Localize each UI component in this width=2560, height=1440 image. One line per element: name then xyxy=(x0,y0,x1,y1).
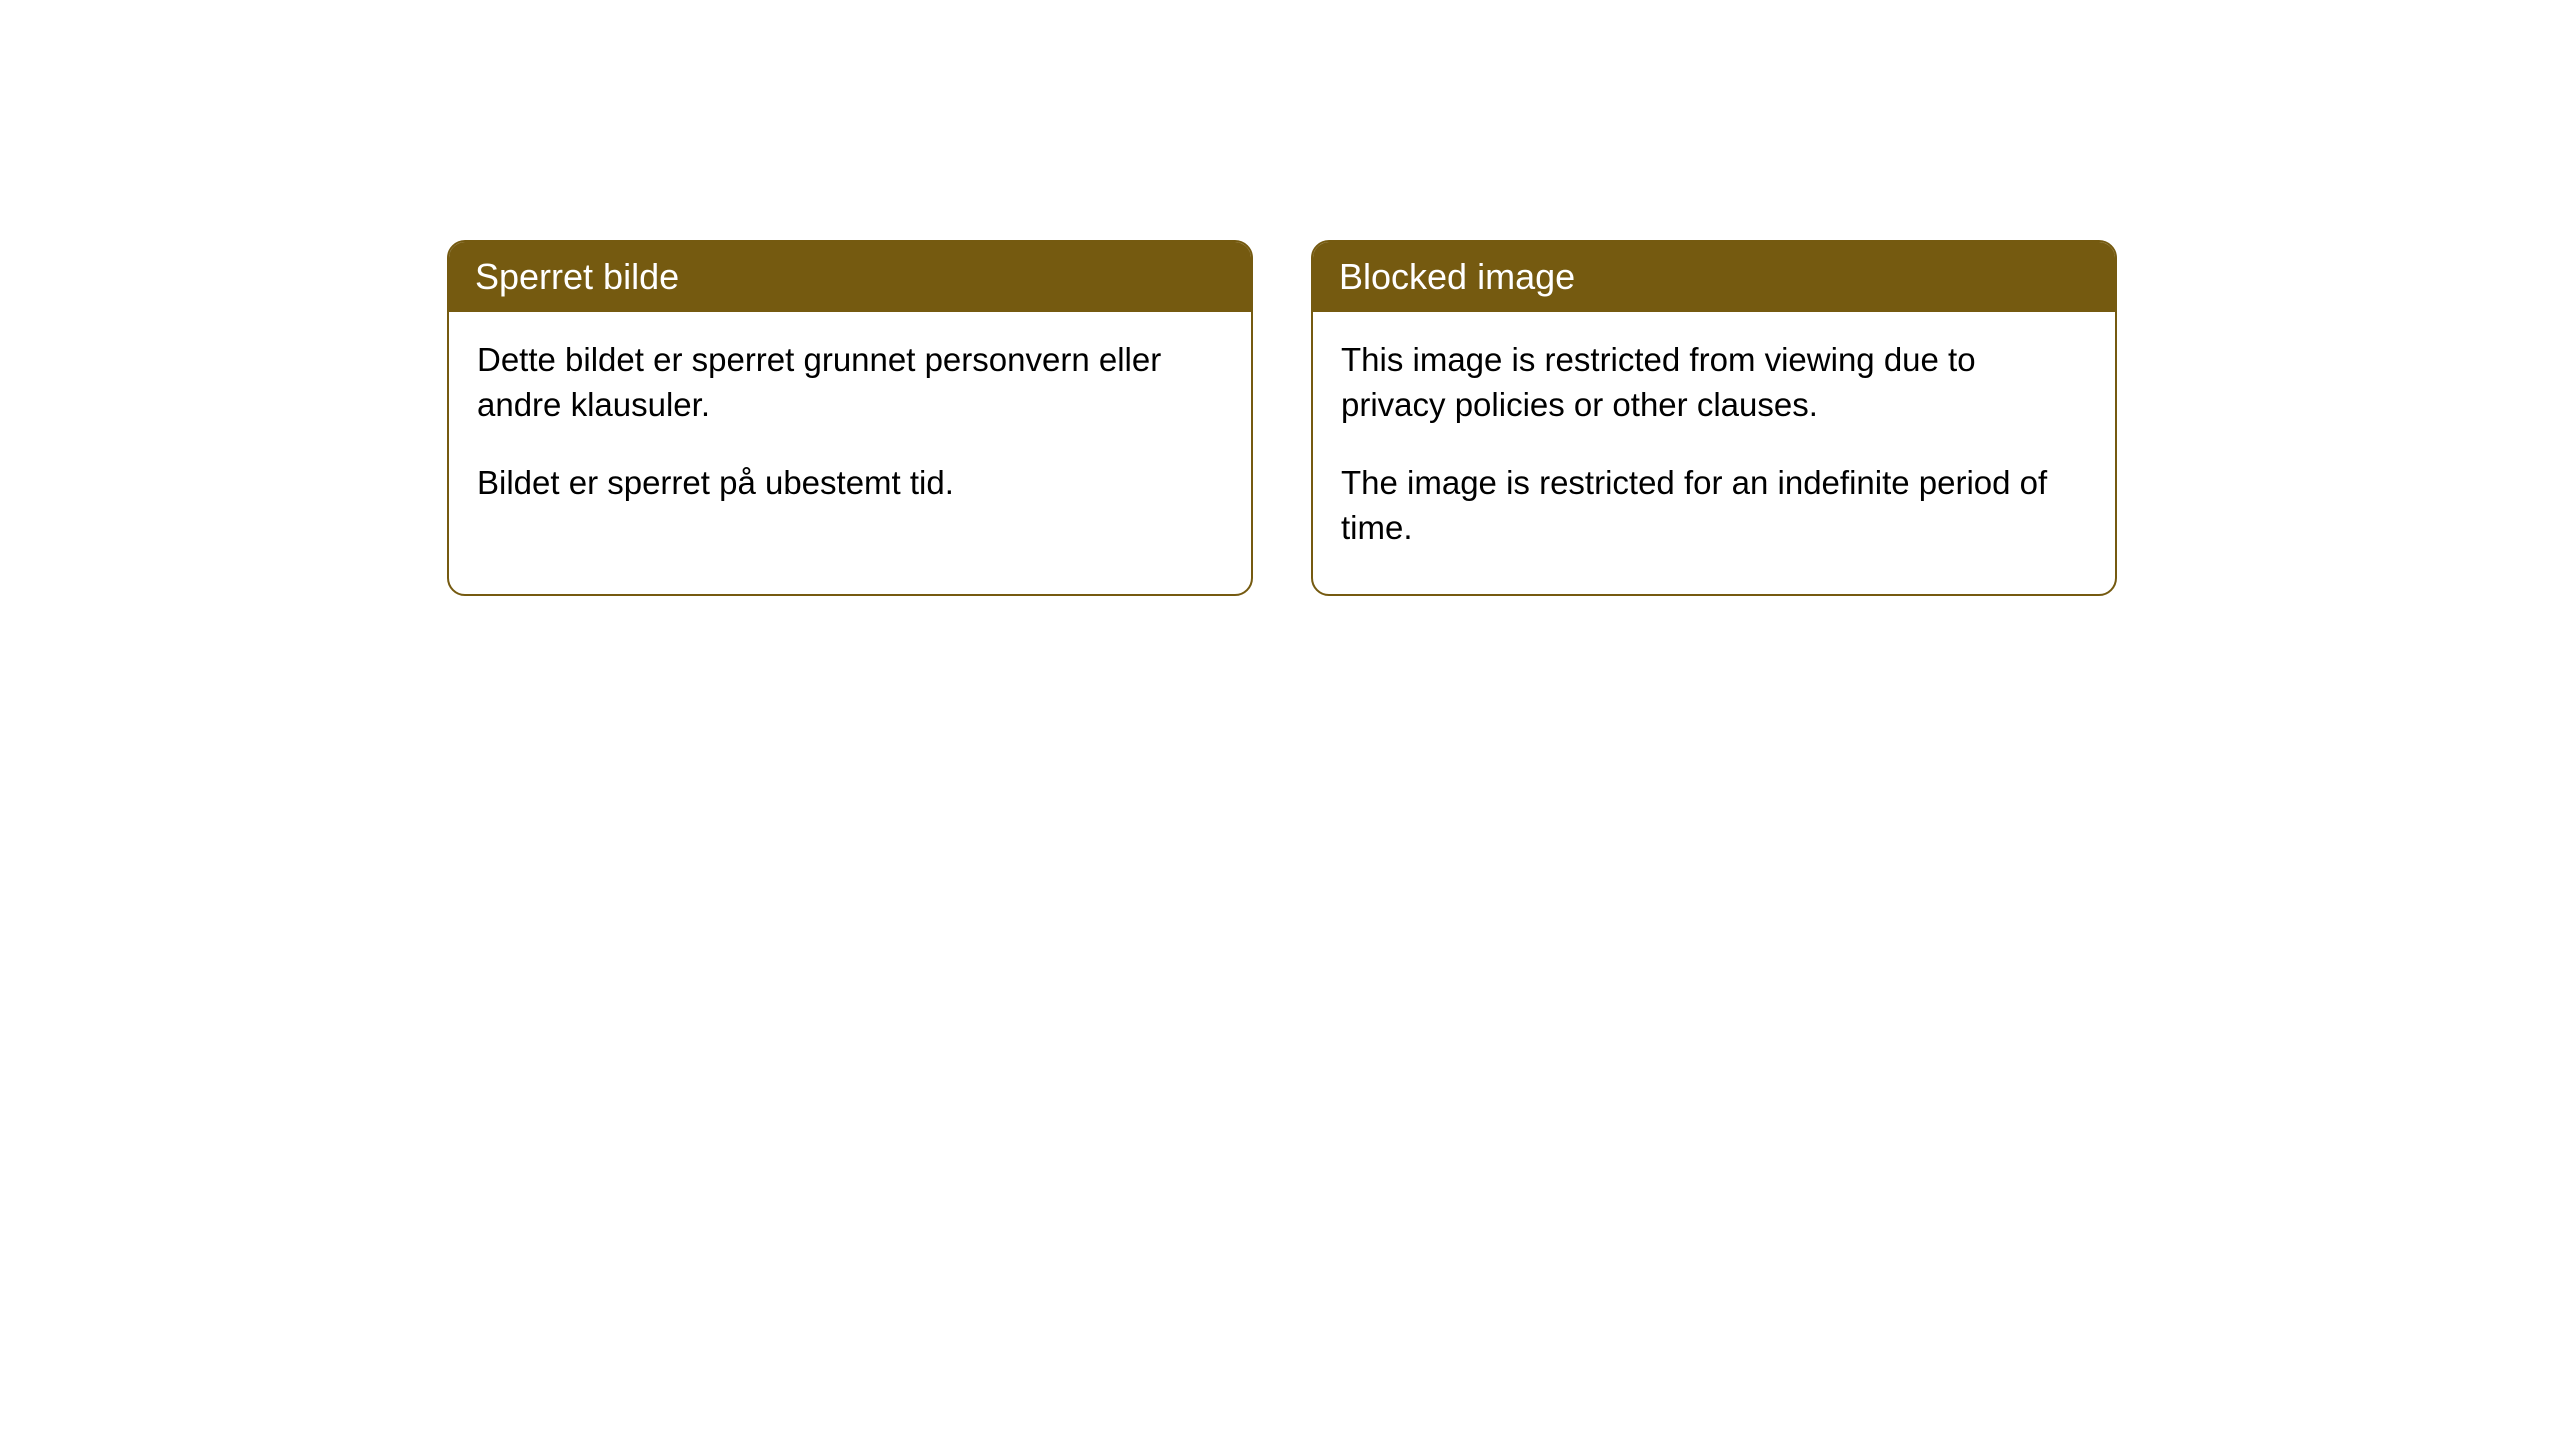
notice-paragraph-2: Bildet er sperret på ubestemt tid. xyxy=(477,461,1223,506)
notice-body: Dette bildet er sperret grunnet personve… xyxy=(449,312,1251,550)
notice-paragraph-1: This image is restricted from viewing du… xyxy=(1341,338,2087,427)
notice-paragraph-2: The image is restricted for an indefinit… xyxy=(1341,461,2087,550)
notice-card-english: Blocked image This image is restricted f… xyxy=(1311,240,2117,596)
notice-paragraph-1: Dette bildet er sperret grunnet personve… xyxy=(477,338,1223,427)
notice-card-norwegian: Sperret bilde Dette bildet er sperret gr… xyxy=(447,240,1253,596)
notice-header: Sperret bilde xyxy=(449,242,1251,312)
notice-header: Blocked image xyxy=(1313,242,2115,312)
notice-body: This image is restricted from viewing du… xyxy=(1313,312,2115,594)
notice-container: Sperret bilde Dette bildet er sperret gr… xyxy=(447,240,2117,596)
notice-title: Sperret bilde xyxy=(475,256,679,297)
notice-title: Blocked image xyxy=(1339,256,1575,297)
